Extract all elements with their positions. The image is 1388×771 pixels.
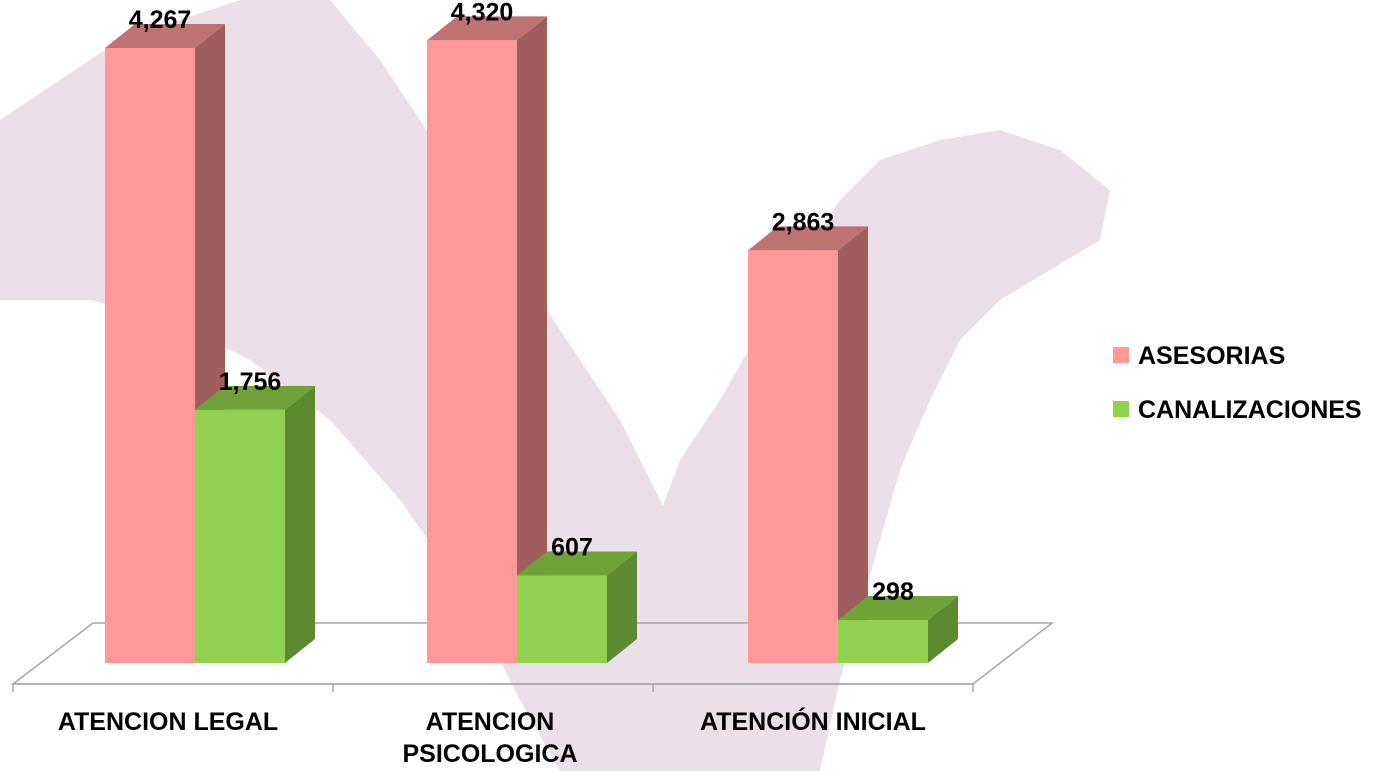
legend: ASESORIAS CANALIZACIONES <box>1113 342 1362 424</box>
data-label-canalizaciones-1: 1,756 <box>219 368 282 396</box>
data-label-asesorias-2: 4,320 <box>451 0 514 26</box>
bar-top-face <box>427 16 547 41</box>
bar-front-face <box>105 48 195 663</box>
bar-canalizaciones-3 <box>838 596 958 663</box>
data-label-canalizaciones-2: 607 <box>551 534 593 562</box>
data-labels-layer: 4,267 1,756 4,320 607 2,863 298 <box>129 0 914 606</box>
legend-swatch-canalizaciones <box>1113 401 1129 417</box>
data-label-canalizaciones-3: 298 <box>872 578 914 606</box>
bar-asesorias-2 <box>427 16 547 663</box>
bar-front-face <box>838 620 928 663</box>
bar-side-face <box>607 551 637 663</box>
bar-top-face <box>838 596 958 621</box>
bars-layer <box>105 16 958 663</box>
bar-side-face <box>517 16 547 663</box>
bar-top-face <box>195 385 315 410</box>
bar-side-face <box>285 385 315 663</box>
chart-floor <box>10 622 1055 692</box>
bar-side-face <box>838 226 868 663</box>
data-label-asesorias-3: 2,863 <box>772 208 835 236</box>
category-label-2: ATENCION PSICOLOGICA <box>402 708 577 768</box>
bar-side-face <box>928 596 958 663</box>
bar-front-face <box>517 575 607 663</box>
category-labels-layer: ATENCION LEGAL ATENCION PSICOLOGICA ATENCIÓ… <box>58 706 926 768</box>
legend-swatch-asesorias <box>1113 347 1129 363</box>
category-label-3: ATENCIÓN INICIAL <box>700 706 926 736</box>
bar-top-face <box>517 551 637 576</box>
bar-asesorias-1 <box>105 24 225 663</box>
legend-label-asesorias: ASESORIAS <box>1138 342 1285 370</box>
data-label-asesorias-1: 4,267 <box>129 6 192 34</box>
bar-top-face <box>105 24 225 48</box>
bar-front-face <box>195 409 285 663</box>
legend-label-canalizaciones: CANALIZACIONES <box>1138 396 1362 424</box>
watermark-shape-right <box>640 130 1110 771</box>
bar-canalizaciones-1 <box>195 385 315 663</box>
bar-asesorias-3 <box>748 226 868 663</box>
bar-canalizaciones-2 <box>517 551 637 663</box>
bar-front-face <box>748 250 838 663</box>
bar-front-face <box>427 40 517 663</box>
bar-top-face <box>748 226 868 251</box>
category-label-1: ATENCION LEGAL <box>58 708 278 736</box>
